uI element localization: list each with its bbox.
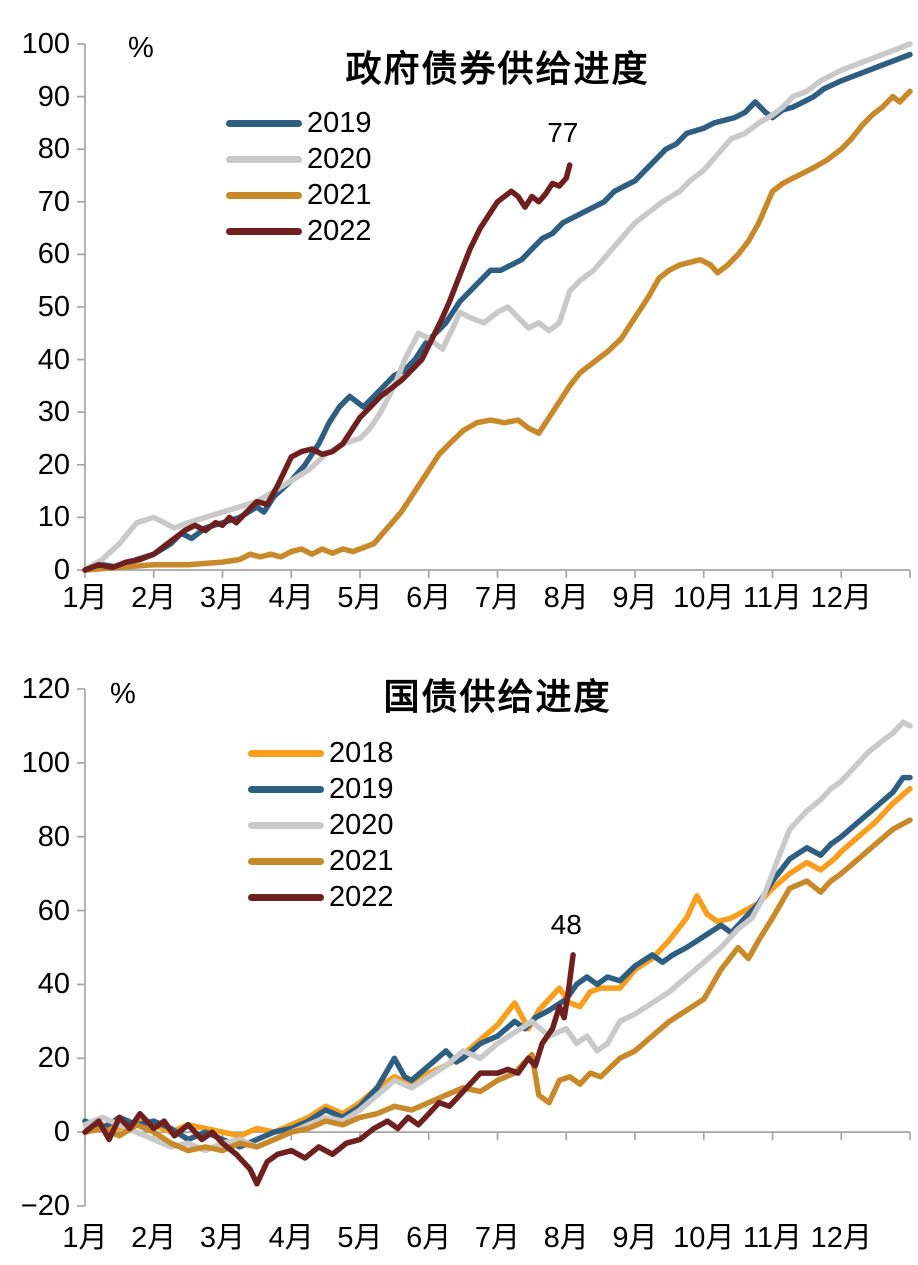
legend-item-2021: 2021 — [248, 843, 394, 879]
legend-item-2018: 2018 — [248, 735, 394, 771]
legend-item-2021: 2021 — [226, 177, 372, 213]
y-tick-label: 120 — [21, 673, 70, 705]
x-tick-label: 4月 — [268, 1222, 314, 1254]
legend-item-2020: 2020 — [248, 807, 394, 843]
y-tick-label: 40 — [37, 343, 70, 376]
legend-swatch-2020 — [226, 155, 302, 163]
x-tick-label: 7月 — [474, 1222, 521, 1254]
line-series-2018 — [82, 785, 913, 1139]
x-tick-label: 1月 — [62, 582, 108, 614]
legend-item-2020: 2020 — [226, 141, 372, 177]
chart-title-government-bonds: 政府债券供给进度 — [345, 48, 650, 89]
legend-label-2020: 2020 — [329, 808, 394, 841]
x-tick-label: 12月 — [810, 582, 872, 614]
legend-top: 2019 2020 2021 2022 — [226, 105, 372, 249]
line-series-2021 — [82, 817, 913, 1154]
x-tick-label: 5月 — [337, 582, 383, 614]
legend-swatch-2020 — [248, 821, 324, 829]
x-tick-label: 11月 — [742, 1222, 803, 1254]
legend-label-2019: 2019 — [307, 106, 372, 139]
y-tick-label: 100 — [21, 746, 70, 779]
y-tick-label: 60 — [37, 238, 70, 271]
y-tick-label: 80 — [37, 133, 70, 166]
x-tick-label: 12月 — [810, 1222, 872, 1254]
legend-swatch-2019 — [226, 119, 302, 127]
x-tick-label: 5月 — [337, 1222, 383, 1254]
x-tick-label: 6月 — [406, 1222, 452, 1254]
legend-label-2018: 2018 — [329, 736, 394, 769]
y-tick-label: 90 — [37, 80, 70, 113]
line-series-2020 — [82, 41, 913, 573]
x-tick-label: 4月 — [268, 582, 314, 614]
chart-title-treasury-bonds: 国债供给进度 — [383, 676, 612, 717]
y-tick-label: 0 — [53, 554, 70, 586]
x-tick-label: 8月 — [543, 582, 589, 614]
legend-label-2022: 2022 — [307, 214, 372, 247]
legend-swatch-2018 — [248, 749, 324, 757]
y-tick-label: 10 — [37, 501, 70, 534]
series-lines-chart-1 — [82, 719, 913, 1187]
y-tick-label: 20 — [37, 448, 70, 481]
x-tick-label: 7月 — [474, 582, 521, 614]
latest-value-annotation-bottom: 48 — [550, 909, 582, 941]
legend-swatch-2022 — [226, 227, 302, 235]
y-tick-label: 0 — [53, 1116, 70, 1149]
legend-label-2021: 2021 — [307, 178, 372, 211]
line-series-2021 — [82, 88, 913, 573]
y-tick-label: 70 — [37, 185, 70, 218]
legend-item-2022: 2022 — [248, 879, 394, 915]
y-tick-label: 20 — [37, 1042, 70, 1075]
line-series-2022 — [82, 162, 573, 573]
x-tick-label: 3月 — [199, 1222, 246, 1254]
x-tick-label: 2月 — [131, 1222, 177, 1254]
line-series-2022 — [82, 952, 576, 1187]
legend-label-2020: 2020 — [307, 142, 372, 175]
legend-swatch-2019 — [248, 785, 324, 793]
y-tick-label: 40 — [37, 968, 70, 1001]
x-tick-label: 9月 — [612, 582, 658, 614]
x-tick-label: 1月 — [62, 1222, 108, 1254]
latest-value-annotation-top: 77 — [547, 117, 579, 149]
x-tick-label: 3月 — [199, 582, 246, 614]
y-axis-unit-label-bottom: % — [110, 678, 136, 710]
line-series-2020 — [82, 719, 913, 1154]
legend-item-2022: 2022 — [226, 213, 372, 249]
legend-label-2021: 2021 — [329, 844, 394, 877]
legend-item-2019: 2019 — [248, 771, 394, 807]
legend-item-2019: 2019 — [226, 105, 372, 141]
x-tick-label: 10月 — [673, 582, 735, 614]
legend-swatch-2022 — [248, 893, 324, 901]
legend-label-2019: 2019 — [329, 772, 394, 805]
y-tick-label: 80 — [37, 820, 70, 853]
x-tick-label: 10月 — [673, 1222, 735, 1254]
x-tick-label: 6月 — [406, 582, 452, 614]
x-tick-label: 2月 — [131, 582, 177, 614]
x-tick-label: 8月 — [543, 1222, 589, 1254]
y-axis-unit-label-top: % — [128, 32, 154, 64]
series-lines-chart-0 — [82, 41, 913, 573]
legend-swatch-2021 — [248, 857, 324, 865]
y-tick-label: 100 — [21, 28, 70, 60]
legend-swatch-2021 — [226, 191, 302, 199]
axes-chart-0 — [77, 43, 911, 578]
x-tick-label: 9月 — [612, 1222, 658, 1254]
legend-label-2022: 2022 — [329, 880, 394, 913]
y-tick-label: 60 — [37, 894, 70, 927]
line-series-2019 — [82, 51, 913, 573]
y-tick-label: 30 — [37, 396, 70, 429]
x-tick-label: 11月 — [742, 582, 803, 614]
legend-bottom: 2018 2019 2020 2021 2022 — [248, 735, 394, 915]
y-tick-label: −20 — [20, 1190, 70, 1222]
y-tick-label: 50 — [37, 291, 70, 323]
